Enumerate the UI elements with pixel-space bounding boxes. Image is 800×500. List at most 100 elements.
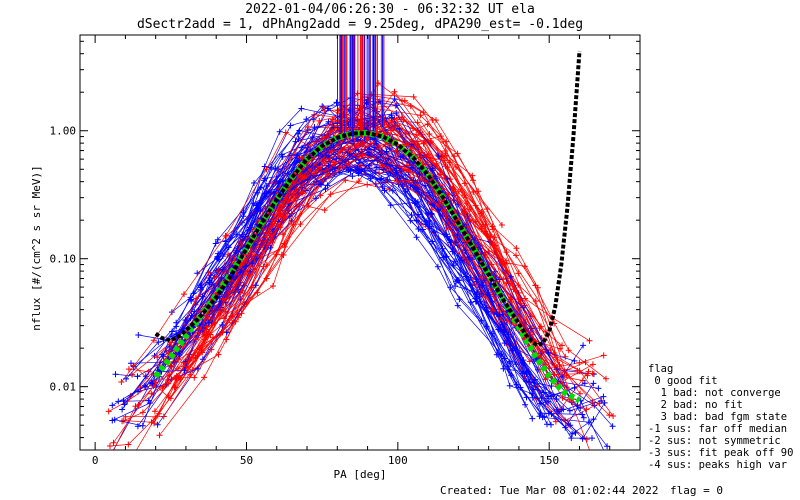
data-point-marker (604, 443, 611, 450)
legend-item: 3 bad: bad fgm state (648, 411, 787, 423)
data-point-marker (387, 127, 394, 134)
data-point-marker (571, 357, 578, 364)
data-point-marker (590, 371, 597, 378)
data-point-marker (105, 458, 111, 464)
spectrum-trace (123, 142, 561, 423)
data-point-marker (472, 298, 479, 305)
data-point-marker (280, 252, 287, 258)
data-point-marker (130, 362, 137, 369)
data-point-marker (504, 317, 511, 324)
created-timestamp: Created: Tue Mar 08 01:02:44 2022 (440, 484, 659, 497)
data-point-marker (194, 352, 201, 359)
y-axis-label: nflux [#/(cm^2 s sr MeV)] (30, 165, 43, 331)
data-point-marker (425, 151, 432, 158)
data-point-marker (407, 103, 414, 110)
data-point-marker (542, 399, 549, 406)
data-point-marker (325, 118, 332, 125)
data-point-marker (119, 406, 126, 413)
data-point-marker (135, 332, 142, 338)
data-point-marker (181, 367, 188, 374)
spectrum-trace (151, 135, 607, 394)
data-point-marker (134, 373, 141, 380)
data-point-marker (425, 210, 432, 217)
x-tick-label: 100 (388, 454, 408, 467)
data-point-marker (349, 173, 356, 180)
data-point-marker (498, 222, 505, 228)
data-point-marker (413, 234, 420, 241)
data-point-marker (595, 385, 602, 392)
data-point-marker (176, 352, 183, 358)
data-point-marker (429, 201, 435, 208)
data-point-marker (488, 261, 495, 268)
x-tick-label: 150 (539, 454, 559, 467)
data-point-marker (598, 397, 605, 404)
data-point-marker (580, 342, 587, 349)
data-point-marker (562, 424, 569, 431)
data-point-marker (603, 375, 609, 382)
data-point-marker (489, 240, 496, 247)
data-point-marker (139, 409, 146, 416)
data-point-marker (329, 166, 336, 173)
data-point-marker (501, 340, 508, 347)
data-point-marker (454, 277, 461, 284)
data-point-marker (562, 353, 569, 360)
data-point-marker (311, 124, 318, 131)
data-point-marker (442, 148, 449, 154)
data-point-marker (233, 248, 240, 254)
legend-item: -2 sus: not symmetric (648, 435, 781, 447)
data-point-marker (613, 473, 619, 479)
data-point-marker (461, 180, 468, 187)
data-point-marker (579, 411, 586, 418)
chart-title: 2022-01-04/06:26:30 - 06:32:32 UT ela (245, 2, 535, 17)
data-point-marker (167, 362, 174, 369)
data-point-marker (428, 211, 435, 218)
spectrum-trace (113, 128, 568, 443)
data-point-marker (548, 411, 555, 418)
data-point-marker (354, 165, 360, 171)
legend: flag 0 good fit 1 bad: not converge 2 ba… (648, 363, 793, 471)
data-point-marker (443, 152, 449, 159)
data-point-marker (589, 455, 595, 461)
data-point-marker (376, 170, 383, 177)
data-point-marker (600, 352, 607, 359)
data-point-marker (525, 368, 532, 375)
data-point-marker (201, 374, 208, 381)
data-point-marker (579, 435, 586, 442)
data-point-marker (426, 131, 433, 137)
data-point-marker (400, 117, 407, 123)
data-point-marker (520, 357, 527, 364)
spectrum-trace (121, 98, 547, 383)
data-point-marker (320, 104, 327, 111)
data-point-marker (432, 173, 438, 180)
data-point-marker (279, 153, 286, 160)
data-point-marker (298, 105, 305, 112)
data-point-marker (407, 217, 414, 224)
data-point-marker (513, 381, 520, 388)
data-point-marker (263, 166, 270, 173)
data-point-marker (416, 171, 423, 178)
data-point-marker (548, 383, 555, 389)
data-point-marker (359, 151, 366, 158)
data-point-marker (541, 413, 548, 420)
data-point-marker (394, 122, 401, 129)
data-point-marker (590, 380, 597, 387)
data-point-marker (456, 296, 463, 303)
data-point-marker (120, 397, 127, 404)
data-point-marker (110, 439, 117, 446)
data-point-marker (105, 408, 112, 415)
data-point-marker (297, 221, 304, 228)
data-point-marker (408, 141, 415, 148)
data-point-marker (536, 400, 543, 407)
data-point-marker (346, 151, 353, 157)
data-point-marker (454, 150, 461, 157)
data-point-marker (294, 152, 300, 159)
data-point-marker (325, 173, 332, 180)
data-point-marker (500, 365, 507, 372)
data-point-marker (532, 376, 539, 383)
data-point-marker (352, 147, 359, 154)
data-point-marker (321, 207, 328, 214)
data-point-marker (506, 382, 513, 389)
data-point-marker (582, 359, 589, 366)
data-point-marker (319, 103, 326, 110)
legend-item: -3 sus: fit peak off 90 (648, 447, 793, 459)
